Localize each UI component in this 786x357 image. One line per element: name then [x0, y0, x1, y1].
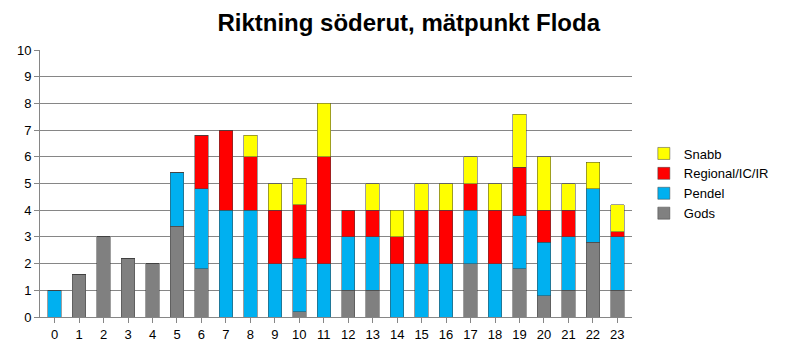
svg-text:0: 0	[24, 310, 31, 325]
svg-text:19: 19	[512, 327, 526, 342]
svg-text:9: 9	[24, 69, 31, 84]
svg-text:Riktning söderut, mätpunkt Flo: Riktning söderut, mätpunkt Floda	[217, 9, 600, 36]
svg-text:3: 3	[124, 327, 131, 342]
svg-text:22: 22	[586, 327, 600, 342]
svg-text:2: 2	[24, 256, 31, 271]
svg-text:Regional/IC/IR: Regional/IC/IR	[684, 166, 769, 181]
svg-text:18: 18	[488, 327, 502, 342]
svg-text:5: 5	[173, 327, 180, 342]
svg-text:14: 14	[390, 327, 404, 342]
svg-text:8: 8	[247, 327, 254, 342]
svg-text:1: 1	[76, 327, 83, 342]
svg-text:1: 1	[24, 283, 31, 298]
svg-text:7: 7	[222, 327, 229, 342]
svg-text:8: 8	[24, 96, 31, 111]
svg-text:23: 23	[610, 327, 624, 342]
svg-text:12: 12	[341, 327, 355, 342]
svg-text:Pendel: Pendel	[684, 186, 725, 201]
svg-text:11: 11	[317, 327, 331, 342]
svg-text:5: 5	[24, 176, 31, 191]
svg-text:3: 3	[24, 229, 31, 244]
svg-text:2: 2	[100, 327, 107, 342]
svg-text:20: 20	[537, 327, 551, 342]
svg-text:Gods: Gods	[684, 206, 716, 221]
svg-text:4: 4	[149, 327, 156, 342]
svg-text:21: 21	[561, 327, 575, 342]
svg-text:7: 7	[24, 123, 31, 138]
svg-text:15: 15	[414, 327, 428, 342]
svg-text:17: 17	[463, 327, 477, 342]
svg-text:10: 10	[292, 327, 306, 342]
svg-text:6: 6	[24, 149, 31, 164]
svg-text:9: 9	[271, 327, 278, 342]
svg-text:13: 13	[365, 327, 379, 342]
svg-text:10: 10	[17, 43, 31, 58]
svg-text:Snabb: Snabb	[684, 147, 722, 162]
svg-text:0: 0	[51, 327, 58, 342]
svg-text:16: 16	[439, 327, 453, 342]
svg-text:6: 6	[198, 327, 205, 342]
svg-text:4: 4	[24, 203, 31, 218]
